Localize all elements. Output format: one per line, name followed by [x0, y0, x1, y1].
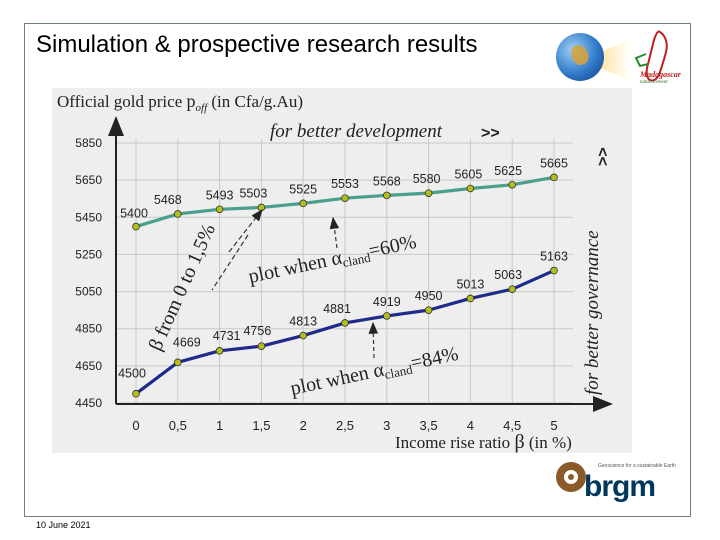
y-tick-label: 5250 [75, 247, 102, 261]
x-axis-label: Income rise ratio β (in %) [395, 431, 572, 453]
data-point [341, 319, 349, 327]
slide-date: 10 June 2021 [36, 520, 91, 530]
x-tick-label: 0,5 [169, 418, 187, 433]
brgm-logo-icon [556, 462, 586, 492]
y-tick-label: 4450 [75, 396, 102, 410]
x-tick-label: 3,5 [420, 418, 438, 433]
madagascar-logo-subtext: naturellement [640, 80, 668, 85]
y-tick-label: 4650 [75, 359, 102, 373]
slide-frame [24, 23, 691, 517]
data-label: 4500 [118, 367, 146, 381]
y-tick-label: 5050 [75, 285, 102, 299]
y-tick-label: 4850 [75, 322, 102, 336]
x-tick-label: 3 [383, 418, 390, 433]
data-label: 5013 [456, 277, 484, 291]
x-tick-label: 0 [132, 418, 139, 433]
data-point [341, 194, 349, 202]
data-label: 5568 [373, 174, 401, 188]
data-point [174, 358, 182, 367]
data-point [132, 222, 140, 231]
data-point [508, 180, 517, 189]
chart-background [52, 88, 632, 453]
data-label: 4950 [415, 289, 443, 303]
data-label: 5063 [494, 268, 522, 282]
data-label: 5580 [413, 172, 441, 186]
double-arrow-right-icon: >> [481, 125, 500, 142]
data-label: 5605 [454, 168, 482, 182]
data-label: 5625 [494, 164, 522, 178]
x-tick-label: 4,5 [503, 418, 521, 433]
data-label: 4881 [323, 302, 351, 316]
data-point [466, 184, 475, 193]
plot-84-arrow [368, 321, 379, 359]
y-tick-label: 5450 [75, 210, 102, 224]
data-label: 5525 [289, 182, 317, 196]
data-point [257, 203, 266, 212]
x-tick-label: 5 [550, 418, 557, 433]
data-label: 4731 [213, 329, 241, 343]
data-point [299, 331, 308, 340]
x-tick-label: 2 [300, 418, 307, 433]
data-point [382, 312, 391, 320]
data-point [508, 285, 517, 293]
data-point [424, 306, 433, 314]
data-label: 5400 [120, 207, 148, 221]
data-point [132, 389, 140, 398]
data-point [257, 342, 266, 350]
x-tick-label: 1,5 [252, 418, 270, 433]
data-point [174, 210, 182, 218]
data-point [466, 294, 475, 303]
data-label: 5665 [540, 156, 568, 170]
annotation-beta-range: β from 0 to 1,5% [144, 221, 220, 354]
data-label: 4669 [173, 335, 201, 349]
brgm-tagline: Geoscience for a sustainable Earth [598, 463, 676, 469]
double-arrow-up-icon: >> [595, 147, 612, 166]
data-point [215, 205, 224, 214]
y-axis-label: Official gold price poff (in Cfa/g.Au) [57, 91, 303, 114]
annotation-better-development: for better development [270, 121, 443, 142]
beta-range-pointer [211, 234, 249, 291]
brgm-logo-text: brgm [584, 470, 656, 503]
data-label: 5468 [154, 193, 182, 207]
y-tick-label: 5650 [75, 173, 102, 187]
data-point [424, 189, 433, 197]
data-point [299, 199, 308, 208]
data-label: 4813 [289, 315, 317, 329]
data-label: 5553 [331, 177, 359, 191]
annotation-better-governance: for better governance [582, 230, 603, 395]
y-tick-label: 5850 [75, 136, 102, 150]
annotation-plot-84: plot when αcland=84% [288, 343, 460, 402]
globe-icon [556, 33, 604, 81]
plot-60-arrow [329, 216, 340, 249]
data-point [550, 173, 558, 182]
beta-range-arrow [228, 209, 263, 253]
annotation-plot-60: plot when αcland=60% [246, 231, 418, 290]
x-tick-label: 2,5 [336, 418, 354, 433]
data-point [550, 266, 558, 275]
madagascar-map-icon [634, 30, 668, 82]
madagascar-logo-text: Madagascar [640, 70, 681, 79]
data-point [215, 347, 224, 355]
data-label: 5503 [239, 186, 267, 200]
data-label: 5493 [206, 188, 234, 202]
data-label: 4756 [243, 324, 271, 338]
data-label: 4919 [373, 295, 401, 309]
data-point [382, 191, 391, 200]
slide-title: Simulation & prospective research result… [36, 31, 478, 58]
x-tick-label: 1 [216, 418, 223, 433]
x-tick-label: 4 [467, 418, 474, 433]
data-label: 5163 [540, 250, 568, 264]
